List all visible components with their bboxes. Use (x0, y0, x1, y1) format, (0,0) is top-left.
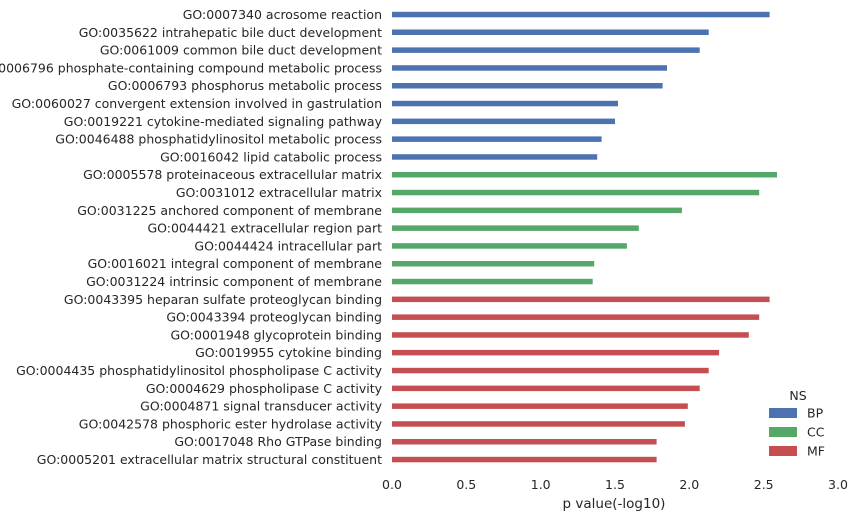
category-label: GO:0031224 intrinsic component of membra… (86, 274, 382, 289)
category-label: GO:0005578 proteinaceous extracellular m… (83, 167, 382, 182)
bars-layer (392, 11, 777, 463)
x-tick-label: 0.0 (382, 477, 402, 492)
legend-label-cc: CC (807, 425, 825, 440)
bar-bp (392, 11, 770, 18)
bar-bp (392, 65, 667, 71)
bar-bp (392, 29, 709, 35)
x-axis-ticks: 0.0 0.5 1.0 1.5 2.0 2.5 3.0 (382, 477, 848, 492)
legend: NS BP CC MF (769, 388, 825, 459)
category-label: GO:0004871 signal transducer activity (140, 399, 382, 414)
legend-entries: BP CC MF (769, 406, 825, 459)
bar-cc (392, 278, 593, 285)
bar-cc (392, 172, 777, 178)
bar-cc (392, 225, 639, 231)
category-label: GO:0035622 intrahepatic bile duct develo… (79, 25, 382, 40)
category-label: GO:0061009 common bile duct development (100, 43, 382, 58)
bar-mf (392, 314, 760, 320)
x-tick-label: 2.5 (754, 477, 774, 492)
bar-mf (392, 332, 749, 338)
bar-mf (392, 296, 770, 303)
category-label: GO:0019221 cytokine-mediated signaling p… (64, 114, 383, 129)
category-label: GO:0004629 phospholipase C activity (146, 381, 383, 396)
bar-mf (392, 421, 685, 427)
x-tick-label: 3.0 (828, 477, 848, 492)
bar-cc (392, 261, 595, 267)
bar-cc (392, 243, 627, 249)
category-label: GO:0031225 anchored component of membran… (77, 203, 382, 218)
legend-label-bp: BP (807, 406, 824, 421)
bar-cc (392, 207, 682, 214)
category-label: GO:0017048 Rho GTPase binding (174, 434, 382, 449)
bar-bp (392, 136, 602, 142)
x-tick-label: 1.5 (605, 477, 625, 492)
x-axis-label: p value(-log10) (563, 496, 666, 512)
category-label: GO:0007340 acrosome reaction (183, 7, 382, 22)
category-label: GO:0031012 extracellular matrix (176, 185, 382, 200)
bar-bp (392, 118, 615, 125)
bar-cc (392, 189, 760, 196)
x-tick-label: 2.0 (679, 477, 699, 492)
legend-swatch-bp (769, 408, 797, 418)
category-label: GO:0060027 convergent extension involved… (12, 96, 382, 111)
category-label: GO:0046488 phosphatidylinositol metaboli… (55, 132, 382, 147)
legend-swatch-cc (769, 427, 797, 437)
category-label: GO:0006796 phosphate-containing compound… (0, 60, 382, 75)
bar-mf (392, 367, 709, 374)
category-label: GO:0005201 extracellular matrix structur… (37, 452, 382, 467)
bar-mf (392, 349, 720, 356)
category-label: GO:0042578 phosphoric ester hydrolase ac… (79, 416, 383, 431)
bar-mf (392, 456, 657, 463)
category-label: GO:0043394 proteoglycan binding (166, 310, 382, 325)
category-label: GO:0044424 intracellular part (194, 238, 382, 253)
legend-label-mf: MF (807, 444, 825, 459)
category-label: GO:0004435 phosphatidylinositol phosphol… (16, 363, 383, 378)
bar-bp (392, 100, 618, 107)
bar-mf (392, 403, 688, 409)
x-tick-label: 1.0 (531, 477, 551, 492)
category-label: GO:0016042 lipid catabolic process (160, 149, 382, 164)
bar-bp (392, 47, 700, 53)
bar-bp (392, 83, 663, 89)
category-label: GO:0001948 glycoprotein binding (171, 327, 383, 342)
category-labels: GO:0007340 acrosome reaction GO:0035622 i… (0, 7, 383, 467)
legend-title: NS (789, 388, 806, 403)
category-label: GO:0043395 heparan sulfate proteoglycan … (64, 292, 382, 307)
category-label: GO:0044421 extracellular region part (147, 221, 382, 236)
category-label: GO:0016021 integral component of membran… (88, 256, 383, 271)
x-tick-label: 0.5 (456, 477, 476, 492)
legend-swatch-mf (769, 446, 797, 456)
category-label: GO:0006793 phosphorus metabolic process (108, 78, 382, 93)
category-label: GO:0019955 cytokine binding (195, 345, 382, 360)
bar-mf (392, 439, 657, 445)
bar-mf (392, 385, 700, 392)
bar-bp (392, 154, 598, 160)
